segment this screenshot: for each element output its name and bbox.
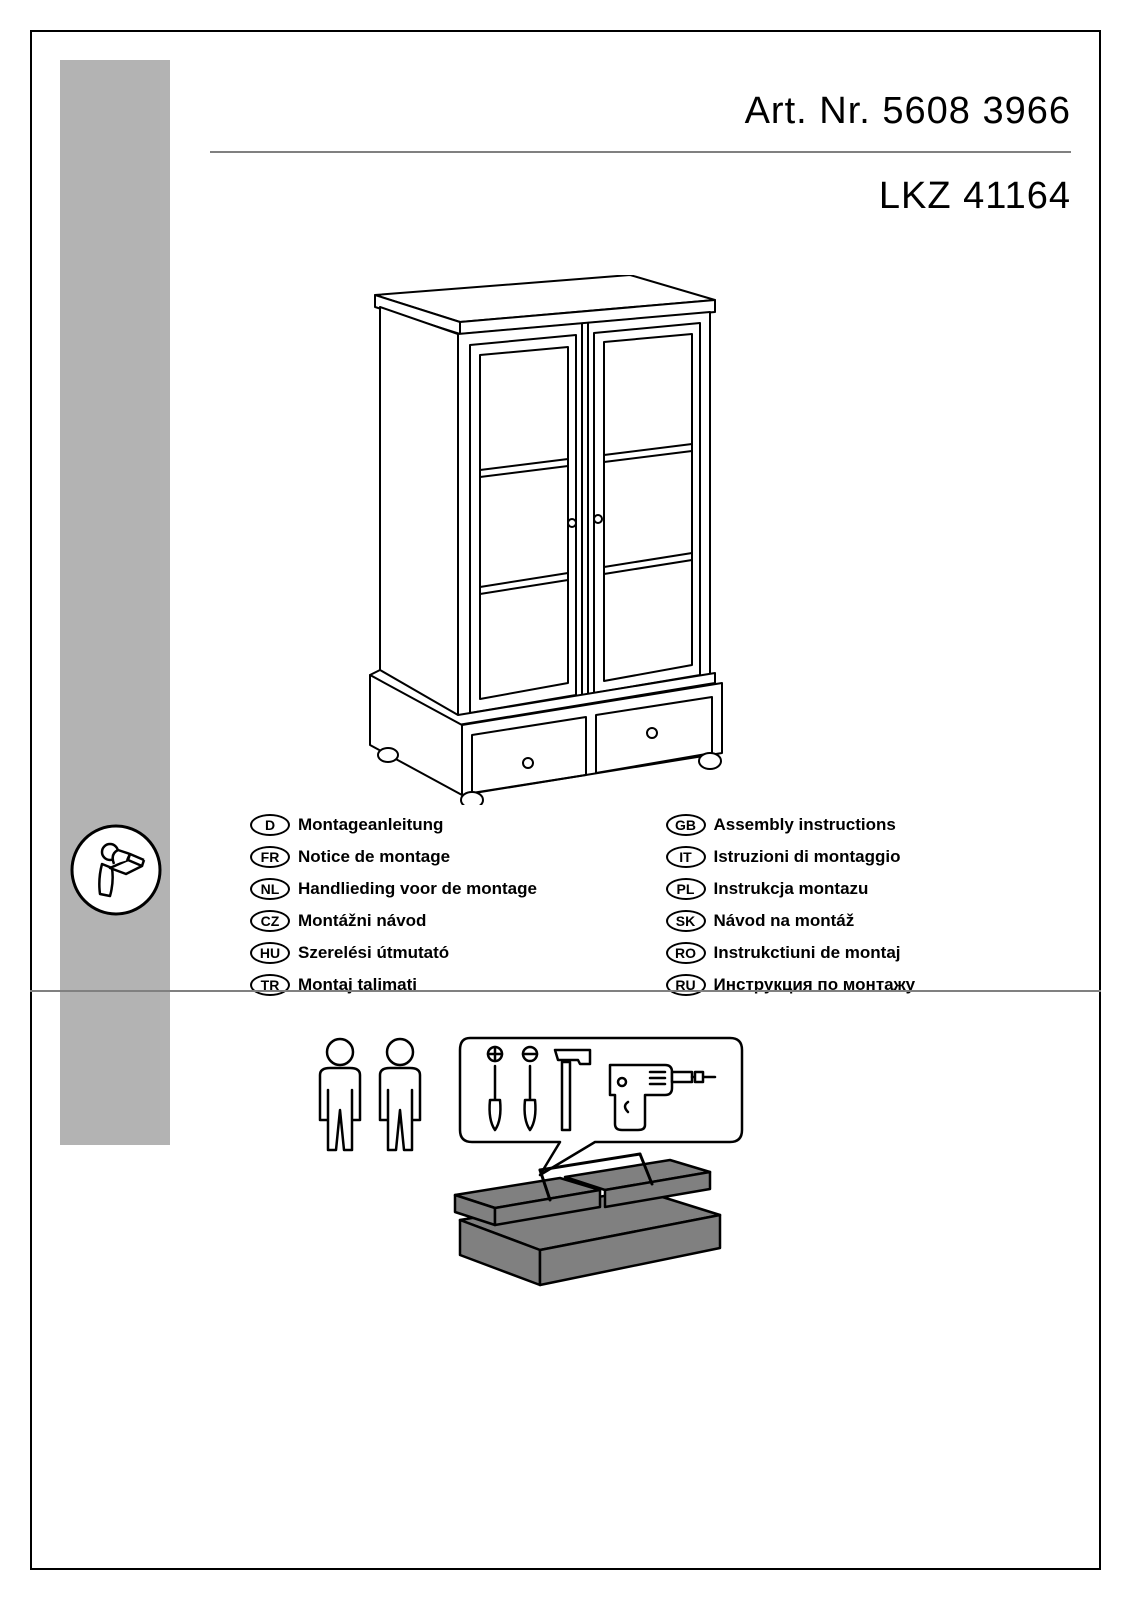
lang-code-badge: FR bbox=[250, 846, 290, 868]
lang-label: Instrukcja montazu bbox=[714, 879, 869, 899]
lang-item: NL Handlieding voor de montage bbox=[250, 874, 656, 904]
article-number: Art. Nr. 5608 3966 bbox=[210, 90, 1071, 133]
lang-code-badge: TR bbox=[250, 974, 290, 996]
product-illustration bbox=[350, 275, 740, 805]
lang-label: Assembly instructions bbox=[714, 815, 896, 835]
header-rule bbox=[210, 151, 1071, 153]
lang-label: Montážni návod bbox=[298, 911, 426, 931]
lang-item: TR Montaj talimati bbox=[250, 970, 656, 1000]
lang-label: Istruzioni di montaggio bbox=[714, 847, 901, 867]
lang-item: RO Instrukctiuni de montaj bbox=[666, 938, 1072, 968]
lang-code-badge: PL bbox=[666, 878, 706, 900]
lang-label: Montageanleitung bbox=[298, 815, 443, 835]
lang-item: FR Notice de montage bbox=[250, 842, 656, 872]
lkz-code: LKZ 41164 bbox=[210, 175, 1071, 218]
side-accent-bar bbox=[60, 60, 170, 1145]
header: Art. Nr. 5608 3966 LKZ 41164 bbox=[210, 90, 1071, 218]
lang-item: GB Assembly instructions bbox=[666, 810, 1072, 840]
lang-item: D Montageanleitung bbox=[250, 810, 656, 840]
lang-code-badge: NL bbox=[250, 878, 290, 900]
lang-item: RU Инструкция по монтажу bbox=[666, 970, 1072, 1000]
lang-item: CZ Montážni návod bbox=[250, 906, 656, 936]
lang-item: IT Istruzioni di montaggio bbox=[666, 842, 1072, 872]
lang-label: Návod na montáž bbox=[714, 911, 855, 931]
read-manual-icon bbox=[70, 824, 162, 916]
tools-required-illustration bbox=[300, 1030, 830, 1290]
language-list: D Montageanleitung FR Notice de montage … bbox=[250, 810, 1071, 1002]
lang-code-badge: CZ bbox=[250, 910, 290, 932]
lang-code-badge: SK bbox=[666, 910, 706, 932]
lang-label: Instrukctiuni de montaj bbox=[714, 943, 901, 963]
lang-item: HU Szerelési útmutató bbox=[250, 938, 656, 968]
language-column-right: GB Assembly instructions IT Istruzioni d… bbox=[666, 810, 1072, 1002]
lang-label: Notice de montage bbox=[298, 847, 450, 867]
lang-code-badge: HU bbox=[250, 942, 290, 964]
lang-item: SK Návod na montáž bbox=[666, 906, 1072, 936]
lang-code-badge: GB bbox=[666, 814, 706, 836]
lang-label: Инструкция по монтажу bbox=[714, 975, 916, 995]
lang-item: PL Instrukcja montazu bbox=[666, 874, 1072, 904]
lang-code-badge: IT bbox=[666, 846, 706, 868]
lang-label: Montaj talimati bbox=[298, 975, 417, 995]
lang-code-badge: RU bbox=[666, 974, 706, 996]
lang-code-badge: RO bbox=[666, 942, 706, 964]
language-column-left: D Montageanleitung FR Notice de montage … bbox=[250, 810, 656, 1002]
lang-label: Handlieding voor de montage bbox=[298, 879, 537, 899]
lang-label: Szerelési útmutató bbox=[298, 943, 449, 963]
lang-code-badge: D bbox=[250, 814, 290, 836]
section-rule bbox=[30, 990, 1101, 992]
